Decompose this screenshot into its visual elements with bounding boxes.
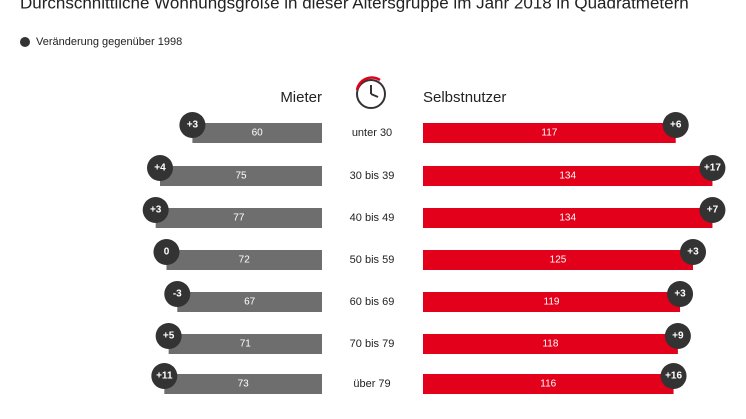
bar — [155, 208, 322, 228]
value-label: 72 — [239, 255, 251, 266]
change-label: +6 — [670, 120, 682, 131]
bar — [423, 374, 674, 394]
value-label: 134 — [559, 213, 576, 224]
change-marker — [660, 363, 687, 389]
change-marker — [164, 281, 191, 307]
value-label: 119 — [544, 297, 560, 308]
category-label: 70 bis 79 — [350, 338, 395, 350]
category-label: 60 bis 69 — [350, 296, 395, 308]
value-label: 60 — [252, 128, 264, 139]
series-label: Selbstnutzer — [423, 89, 506, 106]
bar — [423, 166, 713, 186]
chart-title: Durchschnittliche Wohnungsgröße in diese… — [20, 0, 689, 12]
change-marker — [662, 112, 689, 138]
bar — [168, 334, 322, 354]
change-marker — [153, 239, 180, 265]
bar — [423, 250, 693, 270]
change-label: -3 — [173, 289, 182, 300]
change-label: +5 — [163, 331, 175, 342]
bar — [177, 292, 322, 312]
change-marker — [142, 197, 169, 223]
value-label: 118 — [542, 339, 558, 350]
change-marker — [664, 323, 691, 349]
category-label: 30 bis 39 — [350, 170, 395, 182]
change-label: +3 — [150, 205, 162, 216]
change-label: +16 — [665, 371, 682, 382]
bar — [166, 250, 322, 270]
change-label: +9 — [672, 331, 684, 342]
bar — [164, 374, 322, 394]
bar — [423, 123, 676, 143]
value-label: 117 — [541, 128, 557, 139]
change-label: +7 — [707, 205, 719, 216]
change-marker — [151, 363, 178, 389]
value-label: 73 — [238, 379, 250, 390]
clock-icon — [355, 76, 386, 109]
value-label: 67 — [244, 297, 256, 308]
change-label: +3 — [187, 120, 199, 131]
change-label: +4 — [154, 163, 166, 174]
value-label: 134 — [559, 171, 576, 182]
category-label: unter 30 — [352, 127, 392, 139]
bar — [192, 123, 322, 143]
category-label: über 79 — [353, 378, 390, 390]
change-marker — [699, 197, 726, 223]
change-label: +11 — [156, 371, 173, 382]
change-marker — [667, 281, 694, 307]
change-marker — [155, 323, 182, 349]
change-marker — [699, 155, 726, 181]
bar — [423, 208, 713, 228]
legend-dot — [20, 37, 30, 47]
change-label: +3 — [674, 289, 686, 300]
change-label: +3 — [687, 247, 699, 258]
value-label: 75 — [235, 171, 247, 182]
value-label: 116 — [540, 379, 556, 390]
change-marker — [680, 239, 706, 265]
category-label: 50 bis 59 — [350, 254, 395, 266]
change-marker — [147, 155, 173, 181]
bar — [423, 334, 678, 354]
bar — [423, 292, 681, 312]
series-label: Mieter — [280, 89, 322, 106]
change-marker — [179, 112, 206, 138]
change-label: 0 — [164, 247, 170, 258]
legend-label: Veränderung gegenüber 1998 — [36, 36, 182, 48]
change-label: +17 — [704, 163, 721, 174]
bar — [160, 166, 322, 186]
category-label: 40 bis 49 — [350, 212, 395, 224]
value-label: 71 — [240, 339, 252, 350]
value-label: 125 — [550, 255, 567, 266]
value-label: 77 — [233, 213, 245, 224]
